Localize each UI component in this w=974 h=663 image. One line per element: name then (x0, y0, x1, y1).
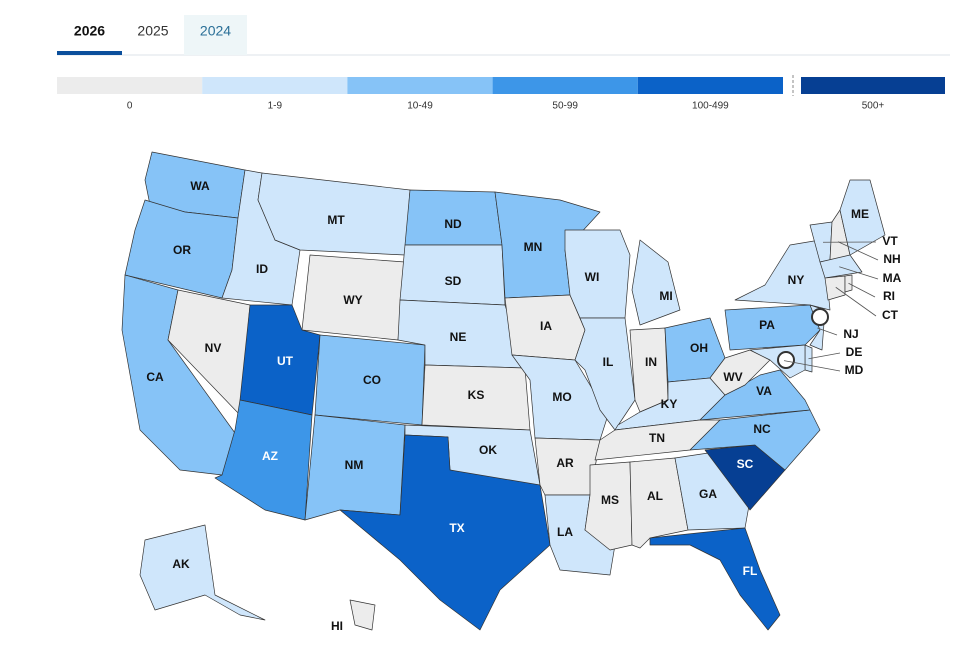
state-label: FL (743, 564, 758, 578)
state-label: ME (851, 207, 869, 221)
state-label: NV (205, 341, 222, 355)
state-label: TX (449, 521, 464, 535)
state-label: CT (882, 308, 899, 322)
state-label: RI (883, 289, 895, 303)
legend-swatch (202, 77, 347, 94)
legend-swatch (801, 77, 945, 94)
legend-label: 10-49 (407, 101, 433, 112)
state-label: GA (699, 487, 717, 501)
state-label: DE (846, 345, 863, 359)
state-label: CA (146, 370, 164, 384)
legend-swatch (638, 77, 783, 94)
state-label: IL (603, 355, 614, 369)
leader-line (809, 353, 841, 359)
state[interactable] (735, 240, 830, 310)
state[interactable] (825, 276, 845, 300)
state-label: IN (645, 355, 657, 369)
tab[interactable]: 2025 (137, 23, 168, 39)
state-label: OK (479, 443, 497, 457)
state-label: OH (690, 341, 708, 355)
legend-label: 500+ (862, 101, 885, 112)
state-label: NY (788, 273, 805, 287)
state-label: OR (173, 243, 191, 257)
state-label: MS (601, 493, 619, 507)
state-label: MA (883, 271, 902, 285)
marker (778, 352, 794, 368)
state-label: SD (445, 274, 462, 288)
legend-swatch (57, 77, 202, 94)
state-label: KS (468, 388, 485, 402)
state-label: AR (556, 456, 574, 470)
tab-underline (57, 51, 122, 55)
tab[interactable]: 2024 (200, 23, 231, 39)
state-label: NE (450, 330, 467, 344)
state-label: VA (756, 384, 772, 398)
state-label: NM (345, 458, 364, 472)
state-label: ND (444, 217, 462, 231)
state-label: WI (585, 270, 600, 284)
marker (812, 309, 828, 325)
state-label: IA (540, 319, 552, 333)
state-label: PA (759, 318, 775, 332)
state-label: VT (882, 234, 898, 248)
state-label: AK (172, 557, 190, 571)
state-label: ID (256, 262, 268, 276)
leader-line (836, 287, 876, 316)
state-label: MI (659, 289, 672, 303)
state-label: LA (557, 525, 573, 539)
legend-swatch (347, 77, 492, 94)
legend-label: 1-9 (268, 101, 283, 112)
state-label: HI (331, 619, 343, 633)
state-label: MN (524, 240, 543, 254)
state-label: AL (647, 489, 663, 503)
state[interactable] (140, 525, 265, 620)
state-label: KY (661, 397, 678, 411)
state-label: NC (753, 422, 771, 436)
legend-swatch (493, 77, 638, 94)
state-label: AZ (262, 449, 278, 463)
state-label: WY (343, 293, 362, 307)
leader-line (849, 283, 876, 297)
legend-label: 0 (127, 101, 133, 112)
state-label: TN (649, 431, 665, 445)
state-label: CO (363, 373, 381, 387)
state-label: MD (845, 363, 864, 377)
state[interactable] (350, 600, 375, 630)
tab[interactable]: 2026 (74, 23, 105, 39)
state-label: UT (277, 354, 294, 368)
state-label: WA (190, 179, 210, 193)
state-label: WV (723, 370, 742, 384)
state-label: MT (327, 213, 345, 227)
state-label: MO (552, 390, 571, 404)
legend-label: 100-499 (692, 101, 729, 112)
legend-label: 50-99 (552, 101, 578, 112)
state-label: NJ (843, 327, 858, 341)
state[interactable] (650, 528, 780, 630)
state[interactable] (632, 240, 680, 325)
state-label: NH (883, 252, 900, 266)
state-label: SC (737, 457, 754, 471)
